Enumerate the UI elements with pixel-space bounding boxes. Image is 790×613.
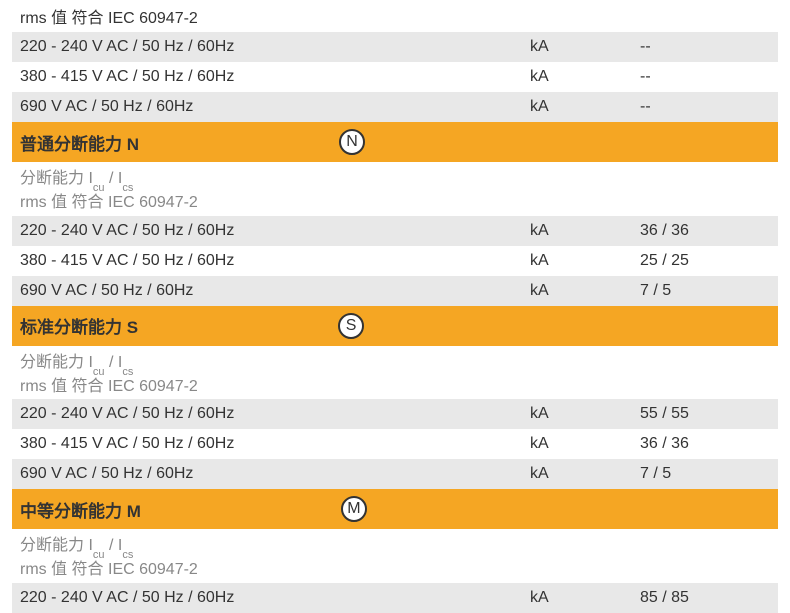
section-subhead-row: 分断能力 Icu / Ics rms 值 符合 IEC 60947-2	[12, 346, 778, 400]
table-row: 220 - 240 V AC / 50 Hz / 60Hz kA 36 / 36	[12, 216, 778, 246]
spec-label: 690 V AC / 50 Hz / 60Hz	[20, 465, 530, 483]
subhead-sub-cu: cu	[93, 182, 105, 194]
spec-label: 380 - 415 V AC / 50 Hz / 60Hz	[20, 435, 530, 453]
badge-n-icon: N	[339, 129, 365, 155]
spec-label: 690 V AC / 50 Hz / 60Hz	[20, 282, 530, 300]
section-title-wrap: 普通分断能力 N N	[20, 129, 530, 155]
spec-label: 380 - 415 V AC / 50 Hz / 60Hz	[20, 68, 530, 86]
subhead-sub-cu: cu	[93, 366, 105, 378]
section-subhead-row: 分断能力 Icu / Ics rms 值 符合 IEC 60947-2	[12, 162, 778, 216]
subhead-pre: 分断能力 I	[20, 170, 93, 187]
table-row: 690 V AC / 50 Hz / 60Hz kA 7 / 5	[12, 276, 778, 306]
section-header-n: 普通分断能力 N N	[12, 122, 778, 162]
spec-value: 7 / 5	[640, 282, 770, 300]
spec-value: --	[640, 68, 770, 86]
table-row: 380 - 415 V AC / 50 Hz / 60Hz kA 36 / 36	[12, 429, 778, 459]
spec-unit: kA	[530, 465, 640, 483]
section-subhead: 分断能力 Icu / Ics rms 值 符合 IEC 60947-2	[20, 168, 530, 214]
spec-value: 25 / 25	[640, 252, 770, 270]
section-subhead: 分断能力 Icu / Ics rms 值 符合 IEC 60947-2	[20, 535, 530, 581]
table-row: 220 - 240 V AC / 50 Hz / 60Hz kA 55 / 55	[12, 399, 778, 429]
subhead-sub-cs: cs	[122, 366, 133, 378]
subhead-line1: 分断能力 Icu / Ics	[20, 352, 530, 376]
subhead-line1: 分断能力 Icu / Ics	[20, 168, 530, 192]
spec-unit: kA	[530, 38, 640, 56]
subhead-line2: rms 值 符合 IEC 60947-2	[20, 192, 530, 214]
section-title: 中等分断能力 M	[20, 497, 141, 522]
spec-unit: kA	[530, 68, 640, 86]
table-row: 690 V AC / 50 Hz / 60Hz kA 7 / 5	[12, 459, 778, 489]
section-subhead: 分断能力 Icu / Ics rms 值 符合 IEC 60947-2	[20, 352, 530, 398]
spec-value: 85 / 85	[640, 589, 770, 607]
table-row: 380 - 415 V AC / 50 Hz / 60Hz kA --	[12, 62, 778, 92]
table-row: 690 V AC / 50 Hz / 60Hz kA --	[12, 92, 778, 122]
spec-table: rms 值 符合 IEC 60947-2 220 - 240 V AC / 50…	[0, 0, 790, 613]
subhead-sub-cu: cu	[93, 549, 105, 561]
spec-unit: kA	[530, 252, 640, 270]
section-title-wrap: 中等分断能力 M M	[20, 496, 530, 522]
subhead-line2: rms 值 符合 IEC 60947-2	[20, 559, 530, 581]
subhead-pre: 分断能力 I	[20, 354, 93, 371]
section-subhead-row: 分断能力 Icu / Ics rms 值 符合 IEC 60947-2	[12, 529, 778, 583]
spec-unit: kA	[530, 222, 640, 240]
subhead-line1: 分断能力 Icu / Ics	[20, 535, 530, 559]
subhead-mid: / I	[105, 354, 123, 371]
spec-label: 220 - 240 V AC / 50 Hz / 60Hz	[20, 405, 530, 423]
section-title: 标准分断能力 S	[20, 313, 138, 338]
spec-value: 36 / 36	[640, 435, 770, 453]
spec-unit: kA	[530, 589, 640, 607]
spec-unit: kA	[530, 282, 640, 300]
table-row: 220 - 240 V AC / 50 Hz / 60Hz kA 85 / 85	[12, 583, 778, 613]
spec-unit: kA	[530, 405, 640, 423]
table-row: 220 - 240 V AC / 50 Hz / 60Hz kA --	[12, 32, 778, 62]
subhead-sub-cs: cs	[122, 182, 133, 194]
badge-m-icon: M	[341, 496, 367, 522]
spec-label: 220 - 240 V AC / 50 Hz / 60Hz	[20, 222, 530, 240]
top-rms-label: rms 值 符合 IEC 60947-2	[20, 4, 530, 28]
subhead-line2: rms 值 符合 IEC 60947-2	[20, 376, 530, 398]
section-header-m: 中等分断能力 M M	[12, 489, 778, 529]
spec-label: 380 - 415 V AC / 50 Hz / 60Hz	[20, 252, 530, 270]
spec-label: 690 V AC / 50 Hz / 60Hz	[20, 98, 530, 116]
section-title-wrap: 标准分断能力 S S	[20, 313, 530, 339]
top-rms-label-row: rms 值 符合 IEC 60947-2	[12, 0, 778, 32]
table-row: 380 - 415 V AC / 50 Hz / 60Hz kA 25 / 25	[12, 246, 778, 276]
subhead-mid: / I	[105, 170, 123, 187]
spec-label: 220 - 240 V AC / 50 Hz / 60Hz	[20, 38, 530, 56]
badge-s-icon: S	[338, 313, 364, 339]
subhead-sub-cs: cs	[122, 549, 133, 561]
spec-unit: kA	[530, 435, 640, 453]
spec-value: 7 / 5	[640, 465, 770, 483]
subhead-pre: 分断能力 I	[20, 537, 93, 554]
spec-value: 55 / 55	[640, 405, 770, 423]
spec-value: --	[640, 98, 770, 116]
spec-label: 220 - 240 V AC / 50 Hz / 60Hz	[20, 589, 530, 607]
spec-value: --	[640, 38, 770, 56]
spec-unit: kA	[530, 98, 640, 116]
section-header-s: 标准分断能力 S S	[12, 306, 778, 346]
spec-value: 36 / 36	[640, 222, 770, 240]
section-title: 普通分断能力 N	[20, 130, 139, 155]
subhead-mid: / I	[105, 537, 123, 554]
